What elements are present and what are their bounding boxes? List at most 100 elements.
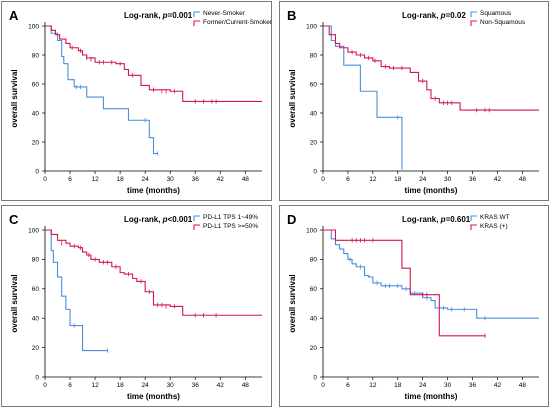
x-tick-label: 12 [369,176,377,183]
km-curve-pd-l1-tps-50 [45,229,262,316]
x-tick-label: 48 [519,382,527,389]
panel-frame [279,205,549,407]
y-tick-label: 20 [32,139,40,146]
km-curve-kras [323,229,485,337]
x-axis-title: time (months) [405,392,458,401]
logrank-p-value: =0.001 [168,11,193,20]
y-tick-label: 40 [32,110,40,117]
x-tick-label: 30 [167,382,175,389]
y-tick-label: 100 [306,227,317,234]
panel-c: C 0 20 40 60 80 100 0 6 12 18 24 30 36 42 48 time (month… [1,205,272,407]
km-curve-pd-l1-tps-1-49 [45,229,108,352]
legend-label-pd-l1-tps-1-49: PD-L1 TPS 1~49% [203,214,258,221]
y-tick-label: 100 [306,23,317,30]
logrank-p-value: =0.601 [446,215,471,224]
x-axis-title: time (months) [127,392,180,401]
x-tick-label: 36 [192,176,200,183]
x-tick-label: 0 [43,382,47,389]
x-tick-label: 48 [519,176,527,183]
logrank-p-value: <0.001 [168,215,193,224]
x-tick-label: 36 [469,176,477,183]
y-tick-label: 0 [313,168,317,175]
panel-a: A 0 20 40 60 80 100 0 6 12 18 24 30 36 42 48 time (month… [1,1,273,201]
legend-swatch-non-squamous [470,20,477,26]
x-tick-label: 0 [321,176,325,183]
legend-swatch-former-current-smoker [193,20,200,26]
y-axis-title: overall survival [288,69,297,127]
logrank-annotation: Log-rank, p=0.001 [124,11,193,20]
logrank-annotation: Log-rank, p<0.001 [124,215,193,224]
km-curve-non-squamous [323,25,539,111]
x-tick-label: 24 [142,382,150,389]
legend-swatch-pd-l1-tps-50 [193,224,200,230]
x-tick-label: 12 [369,382,377,389]
legend-label-kras-wt: KRAS WT [480,214,510,221]
km-curve-squamous [323,25,403,170]
x-tick-label: 18 [394,176,402,183]
x-tick-label: 18 [394,382,402,389]
legend-label-never-smoker: Never-Smoker [203,10,246,17]
x-tick-label: 0 [43,176,47,183]
x-tick-label: 6 [68,382,72,389]
y-tick-label: 100 [28,227,39,234]
panel-frame [279,1,549,201]
legend-swatch-pd-l1-tps-1-49 [193,215,200,221]
y-axis-title: overall survival [288,274,297,332]
logrank-label: Log-rank, [124,11,163,20]
y-tick-label: 0 [35,374,39,381]
x-tick-label: 48 [242,382,250,389]
y-tick-label: 80 [310,257,318,264]
x-tick-label: 6 [346,382,350,389]
km-curve-never-smoker [45,25,158,155]
y-tick-label: 0 [313,374,317,381]
legend-label-kras: KRAS (+) [480,223,508,230]
legend-swatch-squamous [470,11,477,17]
y-tick-label: 40 [310,316,318,323]
y-tick-label: 20 [310,139,318,146]
x-tick-label: 30 [167,176,175,183]
panel-letter: C [9,212,19,227]
panel-letter: D [287,212,296,227]
x-tick-label: 36 [469,382,477,389]
x-tick-label: 18 [116,176,124,183]
logrank-annotation: Log-rank, p=0.02 [402,11,466,20]
x-tick-label: 42 [217,176,225,183]
y-tick-label: 60 [32,81,40,88]
y-tick-label: 20 [310,345,318,352]
logrank-p-symbol: p [440,11,446,20]
x-tick-label: 18 [116,382,124,389]
y-tick-label: 80 [32,52,40,59]
panel-b: B 0 20 40 60 80 100 0 6 12 18 24 30 36 42 48 time (month… [279,1,549,201]
legend-swatch-kras-wt [470,215,477,221]
x-tick-label: 48 [242,176,250,183]
x-tick-label: 30 [444,382,452,389]
x-axis-title: time (months) [127,186,180,195]
y-axis-title: overall survival [10,69,19,127]
x-axis-title: time (months) [405,186,458,195]
y-tick-label: 60 [310,286,318,293]
panel-frame [1,205,272,407]
panel-d: D 0 20 40 60 80 100 0 6 12 18 24 30 36 42 48 time (month… [279,205,549,407]
logrank-p-symbol: p [440,215,446,224]
x-tick-label: 36 [192,382,200,389]
logrank-p-value: =0.02 [446,11,467,20]
logrank-label: Log-rank, [402,11,441,20]
x-tick-label: 42 [494,382,502,389]
x-tick-label: 24 [419,382,427,389]
logrank-annotation: Log-rank, p=0.601 [402,215,471,224]
x-tick-label: 6 [68,176,72,183]
y-tick-label: 20 [32,345,40,352]
legend-label-non-squamous: Non-Squamous [480,19,526,26]
legend-label-pd-l1-tps-50: PD-L1 TPS >=50% [203,223,258,230]
x-tick-label: 42 [217,382,225,389]
km-curve-kras-wt [323,229,539,319]
x-tick-label: 30 [444,176,452,183]
logrank-p-symbol: p [162,215,168,224]
y-tick-label: 40 [32,316,40,323]
y-axis-title: overall survival [10,274,19,332]
y-tick-label: 60 [32,286,40,293]
legend-swatch-kras [470,224,477,230]
legend-swatch-never-smoker [193,11,200,17]
y-tick-label: 80 [310,52,318,59]
y-tick-label: 100 [28,23,39,30]
